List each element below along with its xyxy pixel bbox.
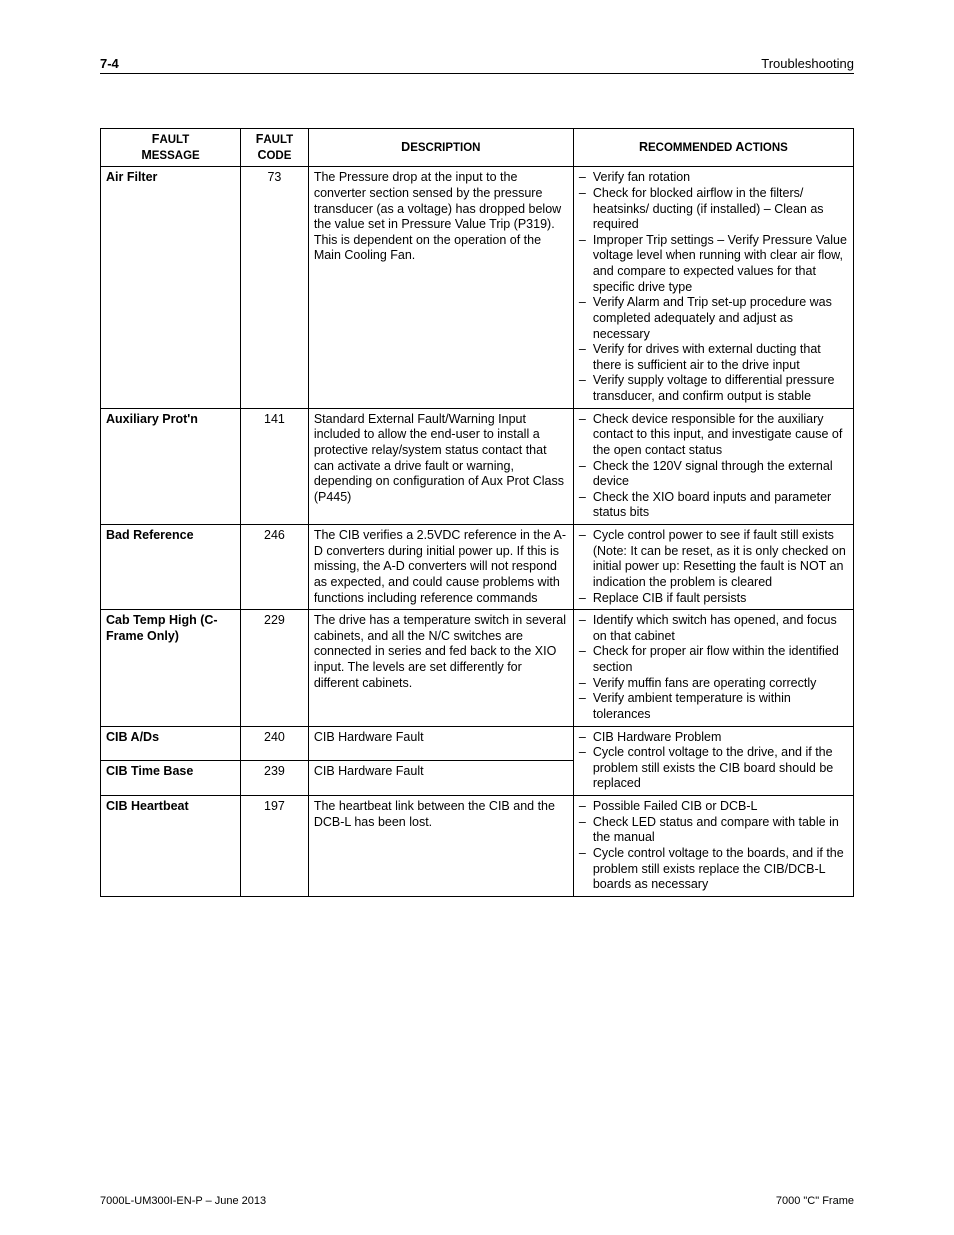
cell-actions: Check device responsible for the auxilia… (573, 408, 853, 524)
action-item: Verify for drives with external ducting … (579, 342, 848, 373)
cell-description: The drive has a temperature switch in se… (308, 610, 573, 726)
action-item: Check for proper air flow within the ide… (579, 644, 848, 675)
action-item: Check device responsible for the auxilia… (579, 412, 848, 459)
cell-actions: Verify fan rotationCheck for blocked air… (573, 167, 853, 408)
cell-description: Standard External Fault/Warning Input in… (308, 408, 573, 524)
cell-actions: Possible Failed CIB or DCB-LCheck LED st… (573, 796, 853, 897)
cell-actions: CIB Hardware ProblemCycle control voltag… (573, 726, 853, 796)
action-item: CIB Hardware Problem (579, 730, 848, 746)
col-fault-message: FAULTMESSAGE (101, 129, 241, 167)
col-actions: RECOMMENDED ACTIONS (573, 129, 853, 167)
action-item: Check the XIO board inputs and parameter… (579, 490, 848, 521)
cell-description: The heartbeat link between the CIB and t… (308, 796, 573, 897)
cell-fault-code: 239 (241, 761, 309, 796)
table-row: Air Filter73The Pressure drop at the inp… (101, 167, 854, 408)
cell-description: The CIB verifies a 2.5VDC reference in t… (308, 525, 573, 610)
cell-fault-message: CIB Heartbeat (101, 796, 241, 897)
cell-actions: Identify which switch has opened, and fo… (573, 610, 853, 726)
cell-fault-code: 246 (241, 525, 309, 610)
cell-fault-code: 197 (241, 796, 309, 897)
table-row: CIB A/Ds240CIB Hardware Fault CIB Hardwar… (101, 726, 854, 761)
cell-fault-message: CIB Time Base (101, 761, 241, 796)
cell-description: The Pressure drop at the input to the co… (308, 167, 573, 408)
page-number: 7-4 (100, 56, 119, 71)
table-row: Auxiliary Prot'n141Standard External Fau… (101, 408, 854, 524)
table-header: FAULTMESSAGE FAULTCODE DESCRIPTION RECOM… (101, 129, 854, 167)
table-row: Bad Reference246The CIB verifies a 2.5VD… (101, 525, 854, 610)
page: 7-4 Troubleshooting FAULTMESSAGE FAULTCO… (0, 0, 954, 1235)
action-item: Cycle control voltage to the drive, and … (579, 745, 848, 792)
action-item: Verify Alarm and Trip set-up procedure w… (579, 295, 848, 342)
cell-fault-code: 73 (241, 167, 309, 408)
page-header: 7-4 Troubleshooting (100, 56, 854, 74)
fault-table: FAULTMESSAGE FAULTCODE DESCRIPTION RECOM… (100, 128, 854, 897)
action-item: Identify which switch has opened, and fo… (579, 613, 848, 644)
table-row: Cab Temp High (C-Frame Only)229The drive… (101, 610, 854, 726)
action-item: Verify ambient temperature is within tol… (579, 691, 848, 722)
cell-fault-message: Cab Temp High (C-Frame Only) (101, 610, 241, 726)
footer-left: 7000L-UM300I-EN-P – June 2013 (100, 1195, 266, 1207)
col-fault-code: FAULTCODE (241, 129, 309, 167)
action-item: Check the 120V signal through the extern… (579, 459, 848, 490)
cell-fault-message: Air Filter (101, 167, 241, 408)
action-item: Check for blocked airflow in the filters… (579, 186, 848, 233)
cell-description: CIB Hardware Fault (308, 726, 573, 761)
table-row: CIB Heartbeat197The heartbeat link betwe… (101, 796, 854, 897)
action-item: Replace CIB if fault persists (579, 591, 848, 607)
cell-fault-message: CIB A/Ds (101, 726, 241, 761)
col-description: DESCRIPTION (308, 129, 573, 167)
action-item: Cycle control power to see if fault stil… (579, 528, 848, 591)
cell-fault-message: Bad Reference (101, 525, 241, 610)
footer-right: 7000 "C" Frame (776, 1195, 854, 1207)
action-item: Cycle control voltage to the boards, and… (579, 846, 848, 893)
action-item: Verify muffin fans are operating correct… (579, 676, 848, 692)
cell-fault-message: Auxiliary Prot'n (101, 408, 241, 524)
section-title: Troubleshooting (761, 56, 854, 71)
action-item: Verify fan rotation (579, 170, 848, 186)
cell-description: CIB Hardware Fault (308, 761, 573, 796)
action-item: Verify supply voltage to differential pr… (579, 373, 848, 404)
table-body: Air Filter73The Pressure drop at the inp… (101, 167, 854, 897)
cell-fault-code: 240 (241, 726, 309, 761)
cell-fault-code: 229 (241, 610, 309, 726)
cell-actions: Cycle control power to see if fault stil… (573, 525, 853, 610)
cell-fault-code: 141 (241, 408, 309, 524)
action-item: Improper Trip settings – Verify Pressure… (579, 233, 848, 296)
page-footer: 7000L-UM300I-EN-P – June 2013 7000 "C" F… (100, 1195, 854, 1207)
action-item: Possible Failed CIB or DCB-L (579, 799, 848, 815)
action-item: Check LED status and compare with table … (579, 815, 848, 846)
